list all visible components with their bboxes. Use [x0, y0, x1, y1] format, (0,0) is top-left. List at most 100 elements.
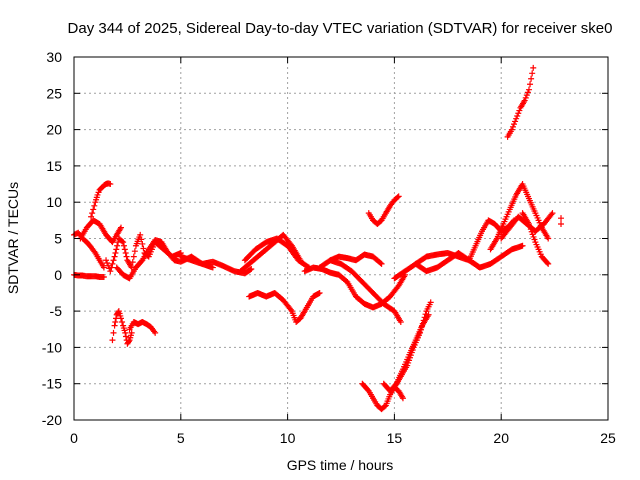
- x-axis-label: GPS time / hours: [287, 457, 394, 473]
- data-point: [88, 213, 95, 220]
- data-point: [509, 123, 516, 130]
- y-tick-label: 0: [54, 267, 62, 283]
- data-point: [512, 118, 519, 125]
- data-point: [381, 403, 388, 410]
- series-arc21: [412, 242, 526, 275]
- data-point: [105, 262, 112, 269]
- data-point: [109, 260, 116, 267]
- y-tick-label: -5: [50, 303, 63, 319]
- y-tick-label: -20: [42, 412, 62, 428]
- data-point: [378, 260, 385, 267]
- data-point: [530, 64, 537, 71]
- data-point: [121, 246, 128, 253]
- data-point: [107, 181, 114, 188]
- data-point: [100, 264, 107, 271]
- data-point: [519, 242, 526, 249]
- data-point: [209, 264, 216, 271]
- data-point: [90, 206, 97, 213]
- series-arc19: [365, 193, 402, 227]
- data-point: [108, 264, 115, 271]
- series-arc6: [126, 318, 159, 336]
- data-point: [397, 318, 404, 325]
- data-point: [139, 240, 146, 247]
- data-point: [110, 329, 117, 336]
- data-point: [137, 231, 144, 238]
- data-point: [117, 315, 124, 322]
- series-arc20: [391, 250, 483, 282]
- data-point: [427, 299, 434, 306]
- data-point: [248, 265, 255, 272]
- data-points: [71, 64, 565, 413]
- data-point: [515, 110, 522, 117]
- data-point: [399, 395, 406, 402]
- y-tick-label: 15: [46, 158, 62, 174]
- data-point: [129, 259, 136, 266]
- data-point: [392, 381, 399, 388]
- data-point: [524, 89, 531, 96]
- data-point: [377, 260, 384, 267]
- y-tick-label: 25: [46, 85, 62, 101]
- data-point: [247, 266, 254, 273]
- data-point: [119, 318, 126, 325]
- series-arc22: [466, 217, 518, 264]
- data-point: [130, 253, 137, 260]
- series-arc4: [77, 217, 124, 246]
- series-arc11: [241, 235, 312, 271]
- data-point: [394, 194, 401, 201]
- data-point: [114, 242, 121, 249]
- data-point: [511, 121, 518, 128]
- x-tick-label: 15: [387, 430, 403, 446]
- y-tick-label: -15: [42, 376, 62, 392]
- data-point: [525, 86, 532, 93]
- data-point: [544, 259, 551, 266]
- data-point: [89, 210, 96, 217]
- data-point: [119, 238, 126, 245]
- data-point: [558, 215, 565, 222]
- y-tick-label: 10: [46, 194, 62, 210]
- data-point: [522, 94, 529, 101]
- data-point: [521, 97, 528, 104]
- data-point: [152, 329, 159, 336]
- data-point: [110, 257, 117, 264]
- data-point: [514, 112, 521, 119]
- data-point: [425, 311, 432, 318]
- series-arc14: [316, 257, 404, 325]
- series-arc3: [88, 180, 114, 220]
- series-arc2: [71, 271, 107, 280]
- grid-lines: [74, 57, 608, 420]
- y-tick-label: 30: [46, 49, 62, 65]
- data-point: [125, 338, 132, 345]
- data-point: [103, 257, 110, 264]
- y-axis-label: SDTVAR / TECUs: [5, 182, 21, 294]
- data-point: [123, 253, 130, 260]
- x-tick-label: 0: [70, 430, 78, 446]
- series-arc18: [380, 311, 432, 394]
- data-point: [113, 246, 120, 253]
- data-point: [122, 250, 129, 257]
- data-point: [120, 242, 127, 249]
- data-point: [395, 193, 402, 200]
- series-arc23: [487, 181, 552, 253]
- data-point: [100, 273, 107, 280]
- y-tick-label: 20: [46, 122, 62, 138]
- data-point: [112, 318, 119, 325]
- data-point: [109, 337, 116, 344]
- series-arc24: [498, 210, 556, 242]
- data-point: [131, 248, 138, 255]
- data-point: [516, 107, 523, 114]
- chart-title: Day 344 of 2025, Sidereal Day-to-day VTE…: [68, 20, 613, 37]
- x-tick-label: 10: [280, 430, 296, 446]
- data-point: [558, 220, 565, 227]
- data-point: [527, 81, 534, 88]
- y-tick-label: 5: [54, 231, 62, 247]
- data-point: [128, 329, 135, 336]
- series-arc9: [177, 253, 255, 277]
- x-tick-label: 5: [177, 430, 185, 446]
- data-point: [287, 306, 294, 313]
- data-point: [316, 289, 323, 296]
- data-point: [549, 210, 556, 217]
- data-point: [91, 202, 98, 209]
- data-point: [112, 250, 119, 257]
- x-tick-label: 20: [493, 430, 509, 446]
